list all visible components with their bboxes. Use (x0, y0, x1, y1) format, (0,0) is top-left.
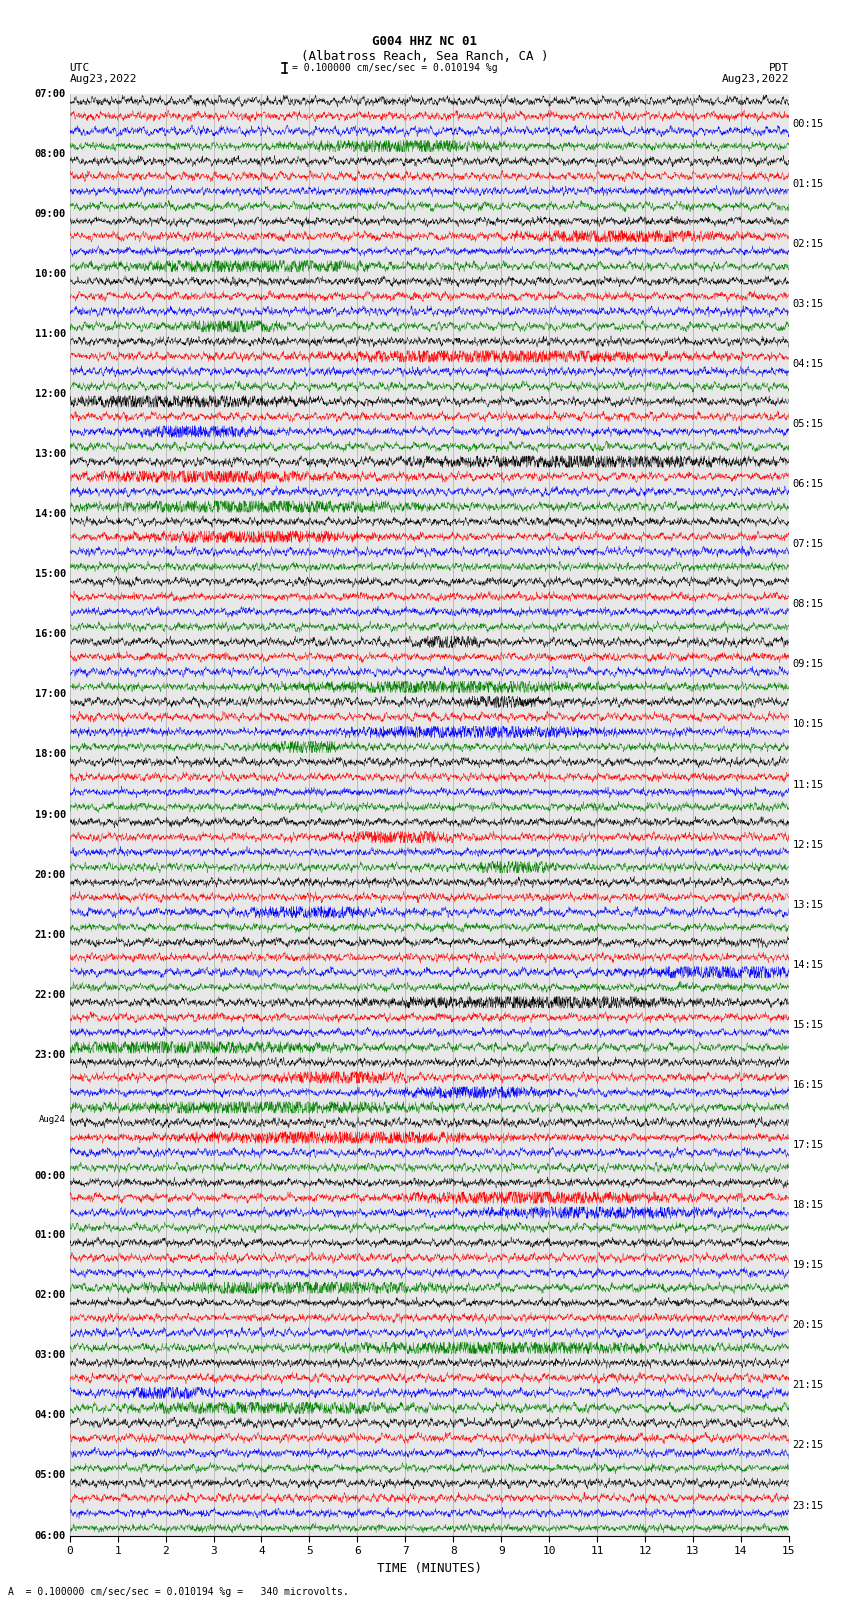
Text: 10:00: 10:00 (35, 269, 66, 279)
Text: 05:15: 05:15 (792, 419, 824, 429)
Text: 22:15: 22:15 (792, 1440, 824, 1450)
Text: 09:00: 09:00 (35, 208, 66, 219)
Text: 22:00: 22:00 (35, 990, 66, 1000)
Text: 03:00: 03:00 (35, 1350, 66, 1360)
Text: 11:15: 11:15 (792, 779, 824, 789)
Text: 00:00: 00:00 (35, 1171, 66, 1181)
Text: 21:00: 21:00 (35, 929, 66, 940)
Text: 15:15: 15:15 (792, 1019, 824, 1029)
Text: 23:00: 23:00 (35, 1050, 66, 1060)
Text: 20:15: 20:15 (792, 1321, 824, 1331)
Text: 19:00: 19:00 (35, 810, 66, 819)
X-axis label: TIME (MINUTES): TIME (MINUTES) (377, 1561, 482, 1574)
Text: 06:00: 06:00 (35, 1531, 66, 1540)
Text: 07:00: 07:00 (35, 89, 66, 98)
Text: 17:15: 17:15 (792, 1140, 824, 1150)
Text: 02:00: 02:00 (35, 1290, 66, 1300)
Text: 18:15: 18:15 (792, 1200, 824, 1210)
Text: 17:00: 17:00 (35, 689, 66, 700)
Text: UTC: UTC (70, 63, 90, 73)
Text: PDT: PDT (768, 63, 789, 73)
Text: 05:00: 05:00 (35, 1471, 66, 1481)
Text: 02:15: 02:15 (792, 239, 824, 248)
Text: 03:15: 03:15 (792, 298, 824, 308)
Text: 08:00: 08:00 (35, 148, 66, 158)
Text: 21:15: 21:15 (792, 1381, 824, 1390)
Text: 09:15: 09:15 (792, 660, 824, 669)
Text: 04:15: 04:15 (792, 360, 824, 369)
Text: 04:00: 04:00 (35, 1410, 66, 1421)
Text: 23:15: 23:15 (792, 1500, 824, 1510)
Text: 20:00: 20:00 (35, 869, 66, 879)
Text: 01:15: 01:15 (792, 179, 824, 189)
Text: Aug23,2022: Aug23,2022 (722, 74, 789, 84)
Text: 08:15: 08:15 (792, 600, 824, 610)
Text: 07:15: 07:15 (792, 539, 824, 548)
Text: 11:00: 11:00 (35, 329, 66, 339)
Text: = 0.100000 cm/sec/sec = 0.010194 %g: = 0.100000 cm/sec/sec = 0.010194 %g (292, 63, 497, 73)
Text: Aug24: Aug24 (39, 1115, 66, 1124)
Text: 06:15: 06:15 (792, 479, 824, 489)
Text: 00:15: 00:15 (792, 119, 824, 129)
Text: 15:00: 15:00 (35, 569, 66, 579)
Text: A  = 0.100000 cm/sec/sec = 0.010194 %g =   340 microvolts.: A = 0.100000 cm/sec/sec = 0.010194 %g = … (8, 1587, 349, 1597)
Text: Aug23,2022: Aug23,2022 (70, 74, 137, 84)
Text: 12:00: 12:00 (35, 389, 66, 398)
Text: 16:15: 16:15 (792, 1081, 824, 1090)
Text: 14:00: 14:00 (35, 510, 66, 519)
Text: 14:15: 14:15 (792, 960, 824, 969)
Text: 16:00: 16:00 (35, 629, 66, 639)
Text: G004 HHZ NC 01: G004 HHZ NC 01 (372, 35, 478, 48)
Text: (Albatross Reach, Sea Ranch, CA ): (Albatross Reach, Sea Ranch, CA ) (301, 50, 549, 63)
Text: 18:00: 18:00 (35, 750, 66, 760)
Text: 10:15: 10:15 (792, 719, 824, 729)
Text: 12:15: 12:15 (792, 840, 824, 850)
Text: 01:00: 01:00 (35, 1231, 66, 1240)
Text: 19:15: 19:15 (792, 1260, 824, 1269)
Text: 13:00: 13:00 (35, 448, 66, 460)
Text: 13:15: 13:15 (792, 900, 824, 910)
